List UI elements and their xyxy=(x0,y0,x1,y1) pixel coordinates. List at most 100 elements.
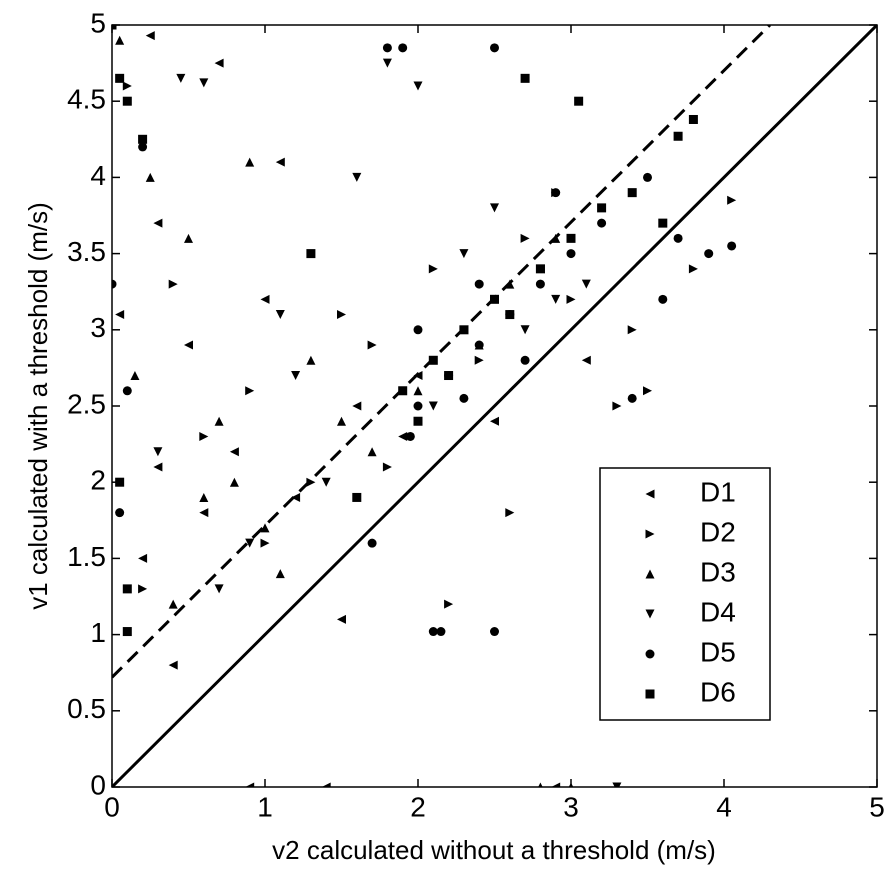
point xyxy=(428,627,438,637)
point xyxy=(566,249,576,259)
dashed-reference-line xyxy=(112,25,771,679)
point xyxy=(145,172,155,182)
point xyxy=(130,371,140,381)
x-tick-label: 3 xyxy=(563,791,579,822)
point xyxy=(115,35,125,45)
point xyxy=(321,782,331,787)
point xyxy=(112,279,117,289)
point xyxy=(214,58,224,68)
point xyxy=(337,416,346,426)
point xyxy=(122,584,132,594)
point xyxy=(291,492,301,502)
point xyxy=(382,462,392,472)
point xyxy=(260,523,270,533)
point xyxy=(245,157,255,167)
y-tick-label: 2 xyxy=(90,465,106,496)
legend-label: D1 xyxy=(700,476,736,507)
point xyxy=(551,233,561,243)
plot-area xyxy=(112,25,877,787)
point xyxy=(436,627,446,637)
point xyxy=(574,96,584,106)
point xyxy=(112,25,117,30)
point xyxy=(168,660,178,670)
point xyxy=(153,462,163,472)
point xyxy=(382,43,392,53)
point xyxy=(398,386,408,396)
legend-marker xyxy=(645,529,655,539)
point xyxy=(688,114,698,124)
point xyxy=(405,431,415,441)
point xyxy=(199,431,209,441)
point xyxy=(275,310,285,320)
point xyxy=(428,264,438,274)
y-tick-label: 0.5 xyxy=(67,693,106,724)
y-axis-label: v1 calculated with a threshold (m/s) xyxy=(23,202,53,610)
point xyxy=(352,172,362,182)
point xyxy=(138,584,148,594)
point xyxy=(505,508,515,518)
point xyxy=(673,131,683,141)
point xyxy=(581,279,591,289)
point xyxy=(459,325,469,335)
point xyxy=(612,401,622,411)
point xyxy=(505,310,515,320)
y-tick-label: 2.5 xyxy=(67,388,106,419)
y-tick-label: 1.5 xyxy=(67,541,106,572)
point xyxy=(566,294,576,304)
x-tick-label: 1 xyxy=(257,791,273,822)
point xyxy=(229,477,239,487)
y-tick-label: 3 xyxy=(90,312,106,343)
point xyxy=(214,584,224,594)
point xyxy=(444,599,454,609)
point xyxy=(122,386,132,396)
point xyxy=(538,782,543,787)
point xyxy=(413,81,423,91)
point xyxy=(260,294,270,304)
legend-box xyxy=(599,467,771,721)
point xyxy=(245,386,255,396)
y-tick-label: 0 xyxy=(90,769,106,800)
point xyxy=(306,477,316,487)
point xyxy=(551,294,561,304)
point xyxy=(306,355,316,365)
point xyxy=(490,203,499,213)
point xyxy=(459,249,469,259)
point xyxy=(727,195,737,205)
legend-label: D3 xyxy=(700,556,736,587)
point xyxy=(627,393,637,403)
legend-label: D6 xyxy=(700,676,736,707)
point xyxy=(474,355,484,365)
y-tick-label: 4 xyxy=(90,160,106,191)
point xyxy=(367,447,377,457)
point xyxy=(176,73,186,83)
point xyxy=(520,73,530,83)
point xyxy=(115,310,125,320)
point xyxy=(275,569,285,579)
point xyxy=(367,538,377,548)
point xyxy=(551,188,561,198)
point xyxy=(490,294,499,304)
point xyxy=(688,264,698,274)
point xyxy=(568,782,574,787)
point xyxy=(597,218,607,228)
reference-line xyxy=(112,25,877,787)
point xyxy=(704,249,714,259)
point xyxy=(122,627,132,637)
point xyxy=(413,371,423,381)
point xyxy=(138,553,148,563)
point xyxy=(413,325,423,335)
point xyxy=(627,325,637,335)
point xyxy=(184,340,193,350)
point xyxy=(382,58,392,68)
point xyxy=(153,218,163,228)
point xyxy=(658,218,668,228)
point xyxy=(581,355,591,365)
point xyxy=(643,386,652,396)
legend-marker xyxy=(645,649,655,659)
point xyxy=(413,386,423,396)
legend-label: D5 xyxy=(700,636,736,667)
point xyxy=(398,431,408,441)
point xyxy=(490,416,499,426)
point xyxy=(627,188,637,198)
legend-marker xyxy=(645,689,655,699)
